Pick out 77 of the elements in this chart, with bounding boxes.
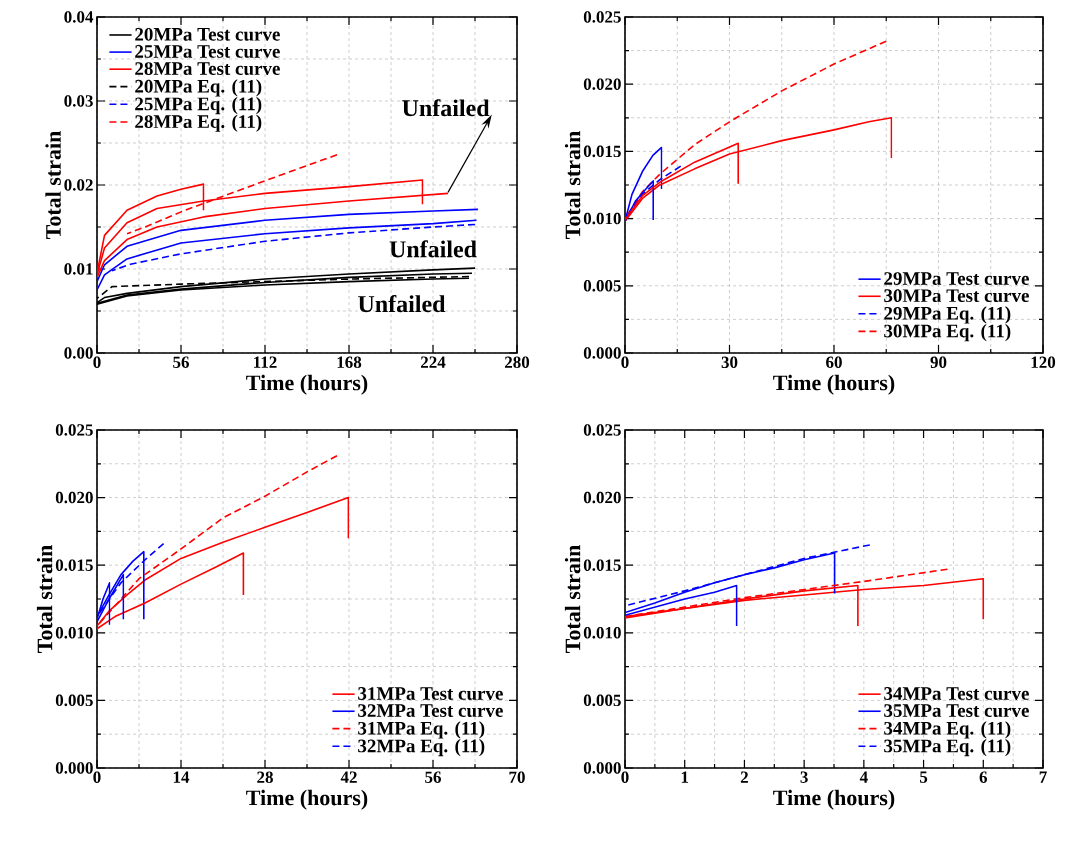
x-axis-title: Time (hours) [246, 374, 368, 395]
y-axis-title: Total strain [36, 545, 53, 653]
legend-label: 34MPa Test curve [884, 687, 1029, 700]
y-tick-label: 0.01 [64, 263, 93, 275]
legend-label: 28MPa Test curve [135, 62, 280, 75]
legend-label: 32MPa Eq. (11) [358, 738, 485, 757]
annotation: Unfailed [389, 240, 477, 258]
x-tick-label: 7 [1039, 771, 1047, 783]
legend-label: 34MPa Eq. (11) [884, 721, 1011, 739]
y-tick-label: 0.005 [583, 280, 621, 292]
legend-label: 29MPa Test curve [884, 272, 1029, 285]
legend-label: 30MPa Test curve [884, 289, 1029, 303]
legend-label: 35MPa Test curve [884, 704, 1029, 718]
x-tick-label: 3 [800, 771, 808, 783]
y-tick-label: 0.005 [583, 694, 621, 707]
x-tick-label: 6 [979, 771, 988, 783]
x-axis-title: Time (hours) [773, 374, 895, 395]
legend-label: 31MPa Test curve [358, 687, 503, 700]
y-tick-label: 0.015 [583, 559, 621, 571]
y-tick-label: 0.020 [583, 491, 621, 504]
y-tick-label: 0.03 [64, 95, 93, 107]
x-axis-title: Time (hours) [246, 789, 368, 810]
x-tick-label: 70 [509, 771, 525, 783]
x-tick-label: 224 [420, 356, 446, 368]
legend-label: 35MPa Eq. (11) [884, 738, 1011, 757]
y-axis-title: Total strain [564, 545, 581, 653]
y-tick-label: 0.000 [55, 762, 93, 774]
x-tick-label: 42 [340, 771, 357, 783]
x-tick-label: 28 [257, 771, 273, 783]
legend-label: 25MPa Test curve [135, 45, 280, 58]
x-tick-label: 90 [930, 356, 947, 368]
y-axis-title: Total strain [45, 131, 61, 239]
x-tick-label: 112 [254, 356, 277, 368]
x-tick-label: 280 [504, 356, 530, 368]
y-tick-label: 0.015 [583, 145, 621, 158]
x-tick-label: 2 [740, 771, 748, 783]
y-tick-label: 0.025 [583, 424, 621, 436]
legend-label: 20MPa Eq. (11) [135, 79, 262, 97]
y-tick-label: 0.010 [583, 627, 621, 639]
x-tick-label: 1 [681, 771, 689, 783]
y-tick-label: 0.04 [64, 11, 94, 23]
legend-label: 20MPa Test curve [135, 27, 280, 41]
legend-label: 28MPa Eq. (11) [135, 114, 262, 132]
x-tick-label: 5 [920, 771, 928, 783]
x-tick-label: 0 [93, 771, 101, 783]
y-tick-label: 0.025 [583, 11, 621, 23]
x-tick-label: 60 [826, 356, 842, 368]
y-axis-title: Total strain [564, 131, 581, 239]
y-tick-label: 0.02 [64, 179, 93, 191]
legend-label: 29MPa Eq. (11) [884, 306, 1011, 324]
y-tick-label: 0.015 [55, 559, 93, 571]
x-tick-label: 168 [337, 356, 362, 368]
legend-label: 31MPa Eq. (11) [358, 721, 485, 739]
x-tick-label: 56 [425, 771, 441, 783]
y-tick-label: 0.000 [583, 347, 621, 359]
legend-label: 30MPa Eq. (11) [884, 324, 1011, 342]
x-tick-label: 4 [859, 771, 868, 783]
legend-label: 32MPa Test curve [358, 704, 503, 718]
x-tick-label: 30 [721, 356, 738, 368]
x-tick-label: 0 [621, 356, 629, 368]
legend-label: 25MPa Eq. (11) [135, 96, 262, 115]
annotation: Unfailed [358, 295, 446, 313]
y-tick-label: 0.020 [583, 78, 621, 90]
y-tick-label: 0.010 [55, 627, 93, 639]
y-tick-label: 0.010 [583, 212, 621, 225]
x-tick-label: 56 [173, 356, 189, 368]
x-tick-label: 0 [93, 356, 101, 368]
x-tick-label: 0 [621, 771, 629, 783]
y-tick-label: 0.005 [55, 694, 93, 707]
x-tick-label: 120 [1031, 356, 1056, 368]
annotation: Unfailed [402, 99, 490, 117]
y-tick-label: 0.000 [583, 762, 621, 774]
x-axis-title: Time (hours) [773, 789, 895, 810]
x-tick-label: 14 [173, 771, 190, 783]
y-tick-label: 0.00 [64, 347, 93, 359]
y-tick-label: 0.025 [55, 424, 93, 436]
y-tick-label: 0.020 [55, 491, 93, 504]
